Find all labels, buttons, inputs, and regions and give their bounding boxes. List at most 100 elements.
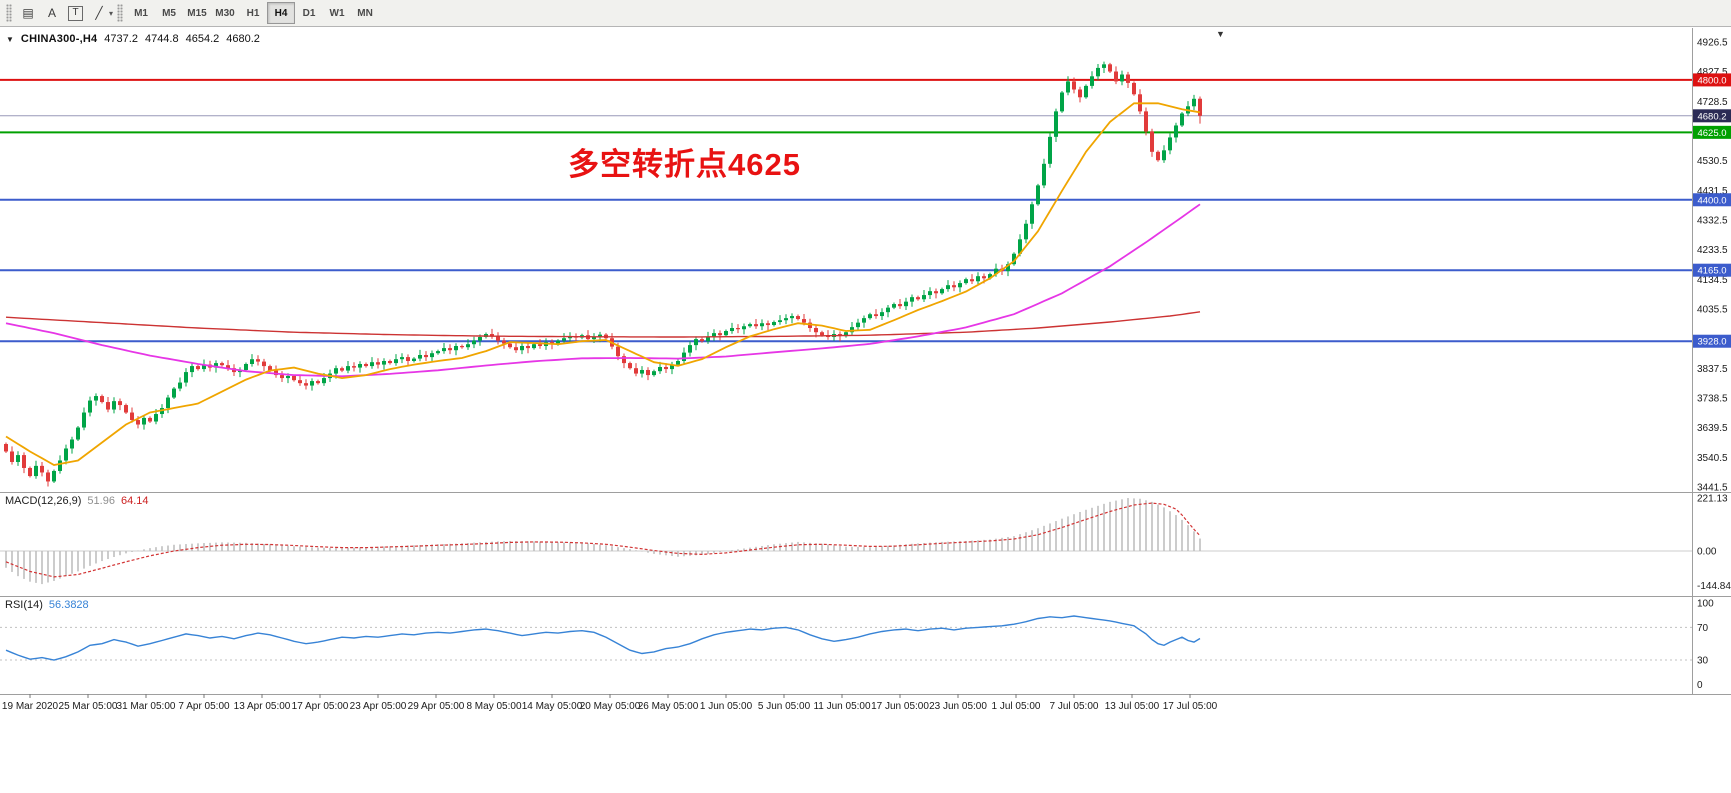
text-label-tool-icon[interactable]: T — [68, 5, 83, 21]
candle-body — [640, 369, 644, 374]
candle-body — [58, 460, 62, 471]
candle-body — [244, 363, 248, 370]
chart-mode-icon[interactable]: ▤ — [22, 6, 34, 20]
candle-body — [376, 362, 380, 365]
candle-body — [406, 357, 410, 361]
candle-body — [52, 470, 56, 482]
candle-body — [1072, 81, 1076, 90]
x-axis-label: 17 Apr 05:00 — [292, 701, 349, 712]
x-axis-label: 8 May 05:00 — [466, 701, 521, 712]
candle-body — [958, 283, 962, 288]
x-axis-label: 23 Jun 05:00 — [929, 701, 987, 712]
macd-signal-line — [5, 502, 1201, 578]
price-tick-label: 3639.5 — [1697, 423, 1728, 434]
toolbar-drag-handle[interactable] — [117, 4, 124, 22]
chart-canvas[interactable]: 4926.54827.54728.54629.54530.54431.54332… — [0, 28, 1731, 718]
candle-body — [388, 360, 392, 364]
timeframe-button-mn[interactable]: MN — [357, 7, 373, 19]
candle-body — [64, 448, 68, 461]
candle-body — [154, 414, 158, 422]
candle-body — [196, 366, 200, 370]
candle-body — [1066, 81, 1070, 93]
price-tick-label: 4035.5 — [1697, 305, 1728, 316]
x-axis-label: 13 Apr 05:00 — [234, 701, 291, 712]
candle-body — [994, 268, 998, 275]
pivot-annotation-text[interactable]: 多空转折点4625 — [568, 147, 801, 182]
chart-dropdown-icon[interactable]: ▼ — [6, 34, 14, 44]
candle-body — [28, 467, 32, 477]
candle-body — [298, 380, 302, 384]
price-tick-label: 4728.5 — [1697, 97, 1728, 108]
candle-body — [916, 297, 920, 300]
timeframe-button-h4[interactable]: H4 — [267, 2, 296, 24]
candle-body — [34, 465, 38, 477]
timeframe-button-m1[interactable]: M1 — [134, 7, 148, 19]
candle-body — [226, 365, 230, 369]
macd-indicator-label: MACD(12,26,9) 51.96 64.14 — [5, 495, 148, 507]
x-axis-label: 13 Jul 05:00 — [1105, 701, 1160, 712]
draw-tool-icon[interactable]: ╱ — [95, 6, 103, 20]
candle-body — [46, 472, 50, 482]
candle-body — [1060, 92, 1064, 112]
price-badge-support-4400 — [1693, 193, 1731, 207]
candle-body — [820, 332, 824, 336]
timeframe-button-m5[interactable]: M5 — [162, 7, 176, 19]
candle-body — [478, 337, 482, 341]
candle-body — [898, 304, 902, 307]
candle-body — [190, 366, 194, 373]
candle-body — [418, 354, 422, 359]
candle-body — [1174, 125, 1178, 138]
candle-body — [784, 318, 788, 321]
candle-body — [1180, 113, 1184, 126]
rsi-line — [5, 615, 1201, 661]
candle-body — [496, 336, 500, 341]
candle-body — [652, 371, 656, 376]
timeframe-button-d1[interactable]: D1 — [302, 7, 316, 19]
candle-body — [934, 291, 938, 294]
candle-body — [940, 289, 944, 294]
candle-body — [292, 375, 296, 381]
candle-body — [1114, 71, 1118, 82]
toolbar-drag-handle[interactable] — [6, 4, 12, 22]
rsi-indicator-label: RSI(14) 56.3828 — [5, 599, 89, 611]
timeframe-button-h1[interactable]: H1 — [246, 7, 260, 19]
candle-body — [1024, 223, 1028, 240]
candle-body — [424, 354, 428, 358]
candle-body — [10, 451, 14, 462]
candle-body — [94, 396, 98, 401]
rsi-value: 56.3828 — [48, 599, 89, 611]
candle-body — [532, 344, 536, 349]
x-axis-label: 25 Mar 05:00 — [59, 701, 118, 712]
candle-body — [736, 328, 740, 330]
candle-body — [148, 417, 152, 422]
candle-body — [760, 323, 764, 327]
candle-body — [892, 304, 896, 308]
candle-body — [592, 337, 596, 340]
candle-body — [886, 307, 890, 313]
price-tick-label: 4332.5 — [1697, 216, 1728, 227]
draw-tool-caret-icon[interactable]: ▾ — [109, 8, 114, 18]
price-tick-label: 4926.5 — [1697, 38, 1728, 49]
x-axis-label: 7 Apr 05:00 — [178, 701, 230, 712]
rsi-tick-label: 100 — [1697, 599, 1714, 610]
candle-body — [598, 334, 602, 338]
candle-body — [124, 405, 128, 413]
timeframe-button-w1[interactable]: W1 — [329, 7, 345, 19]
candle-body — [40, 465, 44, 473]
timeframe-button-m30[interactable]: M30 — [215, 7, 235, 19]
candle-body — [490, 334, 494, 337]
candle-body — [100, 396, 104, 403]
x-axis-label: 1 Jun 05:00 — [700, 701, 753, 712]
timeframe-button-m15[interactable]: M15 — [187, 7, 207, 19]
candle-body — [112, 401, 116, 410]
price-badge-label: 4625.0 — [1697, 128, 1726, 139]
price-tick-label: 3441.5 — [1697, 483, 1728, 494]
candle-body — [106, 402, 110, 410]
x-axis-label: 17 Jun 05:00 — [871, 701, 929, 712]
x-axis-label: 29 Apr 05:00 — [408, 701, 465, 712]
candle-body — [1132, 82, 1136, 95]
candle-body — [184, 372, 188, 383]
candle-body — [256, 359, 260, 362]
annotation-tool-icon[interactable]: A — [47, 6, 56, 20]
scroll-marker-icon[interactable]: ▼ — [1216, 29, 1225, 39]
